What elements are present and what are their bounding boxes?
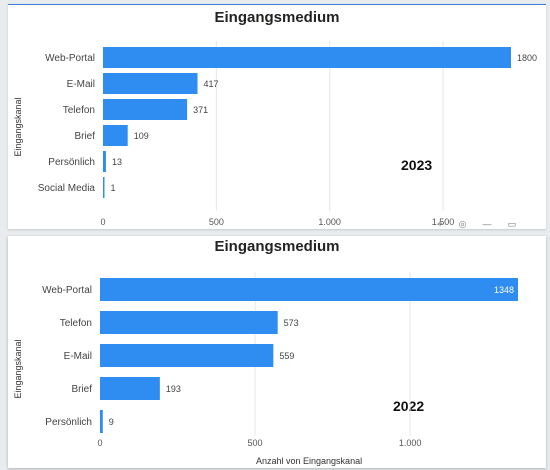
bar[interactable] — [103, 47, 511, 68]
chart-title: Eingangsmedium — [214, 9, 340, 26]
category-label: Persönlich — [48, 157, 95, 168]
bar[interactable] — [100, 311, 278, 334]
x-tick-label: 500 — [248, 438, 263, 448]
data-label: 193 — [166, 384, 181, 394]
data-label: 417 — [204, 79, 219, 89]
chart-title: Eingangsmedium — [214, 238, 340, 255]
x-tick-label: 1.000 — [399, 438, 422, 448]
category-label: Telefon — [60, 318, 92, 329]
x-axis-label: Anzahl von Eingangskanal — [256, 456, 363, 466]
bar[interactable] — [100, 278, 518, 301]
category-label: Brief — [71, 384, 92, 395]
bar[interactable] — [103, 125, 128, 146]
data-label: 9 — [109, 417, 114, 427]
chart-panel-2023: Eingangsmedium Eingangskanal 2023 0 500 1.… — [8, 4, 546, 229]
bar[interactable] — [100, 410, 103, 433]
x-tick-label: 1.500 — [432, 217, 455, 227]
year-label: 2023 — [401, 157, 433, 173]
filter-icon[interactable]: — — [482, 219, 492, 229]
data-label: 559 — [279, 351, 294, 361]
category-label: E-Mail — [64, 351, 92, 362]
bar-chart-2023: 0 500 1.000 1.500 Web-Portal 1800 E-Mail 417 Tel… — [38, 41, 537, 227]
bar[interactable] — [103, 177, 105, 198]
bar[interactable] — [100, 344, 274, 367]
x-tick-label: 1.000 — [318, 217, 341, 227]
focus-icon[interactable]: ▭ — [507, 219, 516, 229]
data-label: 573 — [284, 318, 299, 328]
category-label: Brief — [74, 131, 95, 142]
visual-toolbar: ⌖ ◎ — ▭ — [438, 219, 516, 229]
data-label: 1348 — [494, 285, 514, 295]
x-tick-label: 0 — [97, 438, 102, 448]
category-label: Persönlich — [45, 417, 92, 428]
bar-chart-2022: 0 500 1.000 Web-Portal 1348 Telefon 573 E-Mail 5… — [42, 272, 518, 448]
copy-icon[interactable]: ◎ — [458, 219, 467, 229]
pin-icon[interactable]: ⌖ — [437, 219, 443, 229]
data-label: 13 — [112, 157, 122, 167]
chart-panel-2022: Eingangsmedium Eingangskanal 2022 Anzahl… — [8, 236, 546, 468]
bar[interactable] — [103, 73, 198, 94]
category-label: E-Mail — [67, 79, 95, 90]
data-label: 1800 — [517, 53, 537, 63]
x-tick-label: 500 — [209, 217, 224, 227]
bar[interactable] — [103, 151, 106, 172]
data-label: 109 — [134, 131, 149, 141]
category-label: Telefon — [63, 105, 95, 116]
year-label: 2022 — [393, 398, 425, 414]
category-label: Social Media — [38, 183, 96, 194]
data-label: 1 — [111, 183, 116, 193]
bar[interactable] — [100, 377, 160, 400]
bar[interactable] — [103, 99, 188, 120]
category-label: Web-Portal — [45, 53, 95, 64]
data-label: 371 — [193, 105, 208, 115]
x-tick-label: 0 — [100, 217, 105, 227]
category-label: Web-Portal — [42, 285, 92, 296]
